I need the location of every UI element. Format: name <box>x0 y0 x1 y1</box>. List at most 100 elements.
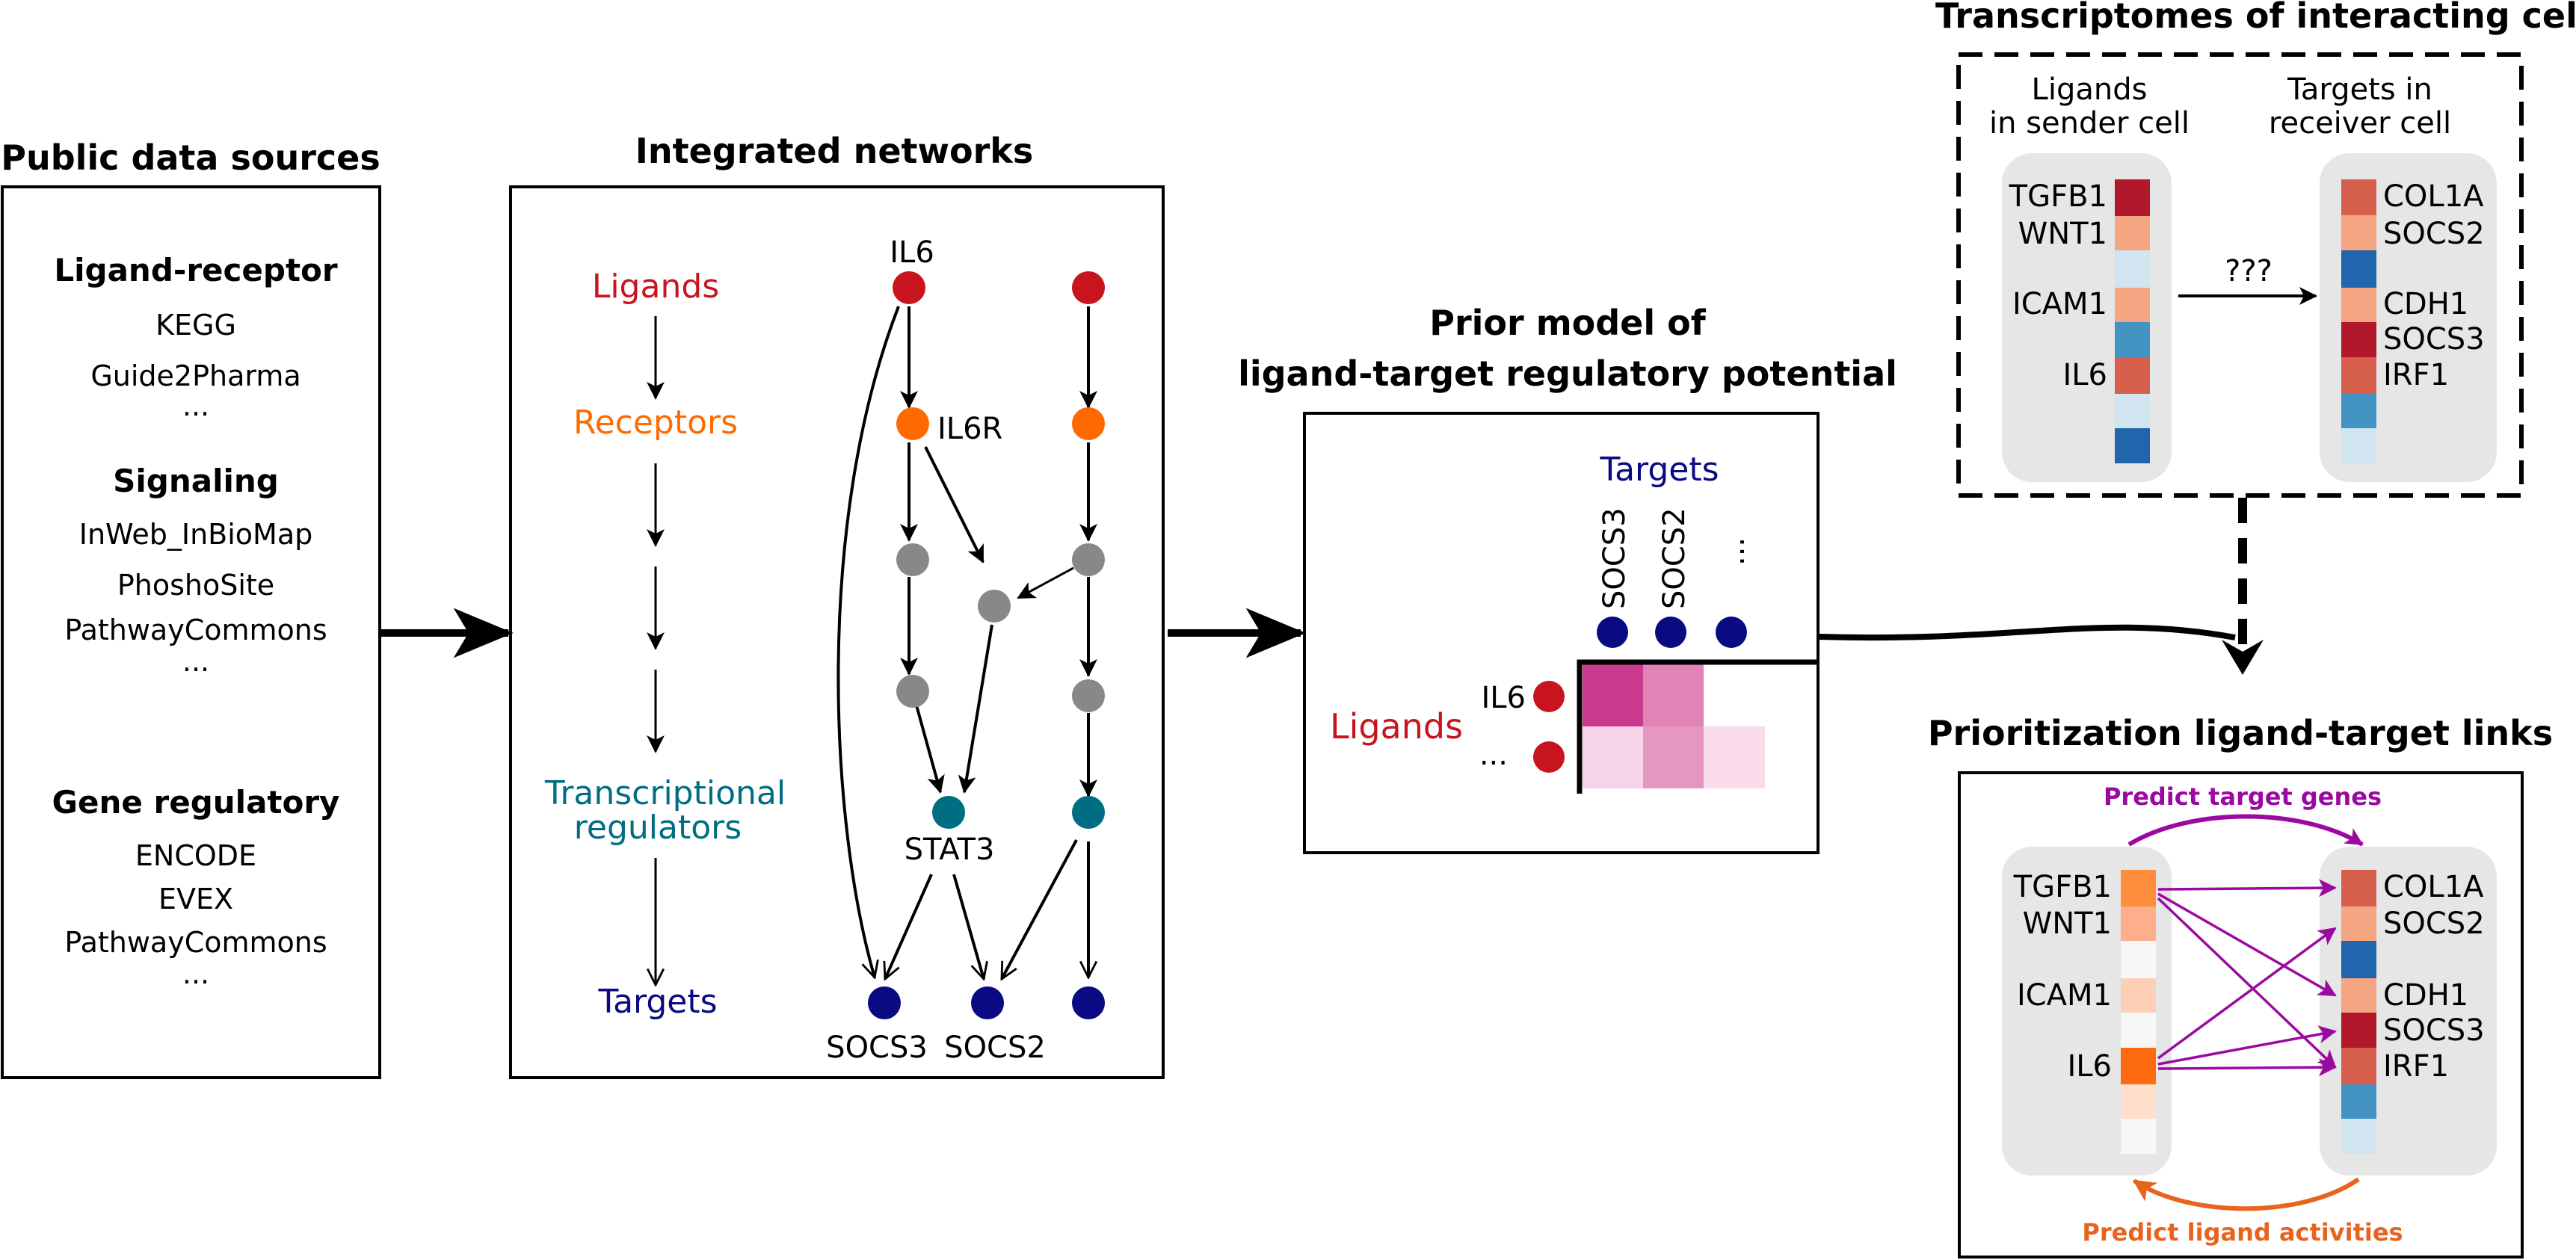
expression-cell <box>2341 1013 2376 1048</box>
prioritization-title: Prioritization ligand-target links <box>1928 713 2553 753</box>
prioritization-box <box>1958 771 2524 1259</box>
expression-cell <box>2341 322 2376 357</box>
expression-cell <box>2341 250 2376 288</box>
expression-cell <box>2341 941 2376 978</box>
node-label-il6r: IL6R <box>937 412 1002 446</box>
ligand-target-link <box>2157 1025 2337 1066</box>
ligand-gene-label: WNT1 <box>2018 217 2107 251</box>
source-item: ENCODE <box>135 839 256 872</box>
prior-row-label-il6: IL6 <box>1481 681 1526 715</box>
expression-cell <box>2341 1048 2376 1084</box>
transcriptomes-panel: Transcriptomes of interacting cells Liga… <box>1935 0 2576 498</box>
node-target-socs3 <box>868 986 901 1019</box>
prior-targets-label: Targets <box>1599 451 1719 489</box>
activity-cell <box>2121 907 2156 941</box>
prior-col-label-more: ... <box>1717 537 1751 566</box>
target-gene-label: CDH1 <box>2383 978 2468 1013</box>
expression-cell <box>2341 1119 2376 1154</box>
network-edge <box>952 874 984 979</box>
target-gene-label: IRF1 <box>2383 358 2449 392</box>
unknown-link-label: ??? <box>2225 254 2273 288</box>
activity-cell <box>2121 978 2156 1013</box>
target-gene-label: SOCS3 <box>2383 322 2485 356</box>
ligand-gene-label: IL6 <box>2067 1049 2112 1084</box>
level-targets: Targets <box>597 983 717 1021</box>
prior-row-label-more: ... <box>1479 738 1508 772</box>
expression-cell <box>2115 216 2150 250</box>
source-item: PathwayCommons <box>64 614 327 646</box>
node-ligand <box>1072 271 1105 304</box>
prior-title-line1: Prior model of <box>1429 303 1707 343</box>
source-group-heading: Signaling <box>113 463 279 499</box>
flow-arrow-prior-to-prioritization <box>1817 624 2236 641</box>
expression-cell <box>2341 978 2376 1013</box>
expression-cell <box>2341 215 2376 250</box>
expression-cell <box>2341 179 2376 215</box>
ligand-gene-label: TGFB1 <box>2013 870 2112 904</box>
ligand-gene-label: TGFB1 <box>2009 179 2107 214</box>
target-gene-label: SOCS2 <box>2383 217 2485 251</box>
node-intermediate <box>896 543 929 576</box>
node-label-il6: IL6 <box>890 235 934 270</box>
predict-targets-label: Predict target genes <box>2104 782 2382 811</box>
prioritization-panel: Prioritization ligand-target links Predi… <box>1928 713 2553 1259</box>
predict-ligands-arrow <box>2132 1177 2360 1211</box>
prior-ligands-label: Ligands <box>1330 706 1463 747</box>
expression-cell <box>2115 357 2150 394</box>
node-ligand-il6 <box>893 271 925 304</box>
activity-cell <box>2121 941 2156 978</box>
network-edge <box>915 705 945 794</box>
target-gene-label: COL1A <box>2383 179 2484 214</box>
node-intermediate <box>978 590 1011 623</box>
node-target-socs2 <box>971 986 1004 1019</box>
expression-cell <box>2341 428 2376 463</box>
expression-cell <box>2115 179 2150 216</box>
ligand-gene-label: WNT1 <box>2023 907 2112 941</box>
ligand-target-link <box>2157 927 2337 1060</box>
prior-col-label-socs2: SOCS2 <box>1657 507 1692 609</box>
prior-target-dot <box>1716 617 1747 648</box>
network-edge <box>924 446 985 563</box>
source-item: Guide2Pharma <box>90 359 301 392</box>
expression-cell <box>2341 288 2376 322</box>
prior-ligand-dot <box>1533 741 1565 773</box>
target-gene-label: SOCS2 <box>2383 907 2485 941</box>
network-edge <box>958 624 993 794</box>
node-intermediate <box>1072 543 1105 576</box>
source-item: PhoshoSite <box>117 569 274 602</box>
source-group-heading: Ligand-receptor <box>54 252 338 288</box>
node-intermediate <box>1072 679 1105 712</box>
source-item: ... <box>182 389 209 422</box>
activity-cell <box>2121 1013 2156 1048</box>
prior-ligand-dot <box>1533 681 1565 712</box>
level-tf-line2: regulators <box>574 809 742 847</box>
prior-heatmap-cell <box>1583 726 1643 788</box>
target-gene-label: IRF1 <box>2383 1049 2449 1084</box>
node-receptor-il6r <box>896 407 929 440</box>
ligand-target-link <box>2157 1058 2337 1077</box>
activity-cell <box>2121 1119 2156 1154</box>
prior-target-dot <box>1597 617 1628 648</box>
node-label-socs2: SOCS2 <box>944 1031 1046 1065</box>
activity-cell <box>2121 1048 2156 1084</box>
sender-caption-line2: in sender cell <box>1989 106 2190 140</box>
prior-model-panel: Prior model of ligand-target regulatory … <box>1238 303 1897 854</box>
network-edge-curved <box>836 306 900 978</box>
expression-cell <box>2115 250 2150 288</box>
networks-title: Integrated networks <box>635 131 1034 171</box>
predict-ligands-label: Predict ligand activities <box>2082 1218 2403 1247</box>
source-item: ... <box>182 957 209 990</box>
sender-caption-line1: Ligands <box>2032 72 2148 107</box>
target-gene-label: COL1A <box>2383 870 2484 904</box>
source-item: PathwayCommons <box>64 926 327 959</box>
node-label-socs3: SOCS3 <box>826 1031 928 1065</box>
target-gene-label: CDH1 <box>2383 287 2468 321</box>
networks-panel: Integrated networks Ligands Receptors Tr… <box>509 131 1165 1079</box>
prior-target-dot <box>1655 617 1686 648</box>
activity-cell <box>2121 870 2156 907</box>
sources-title: Public data sources <box>1 138 380 178</box>
transcriptomes-title: Transcriptomes of interacting cells <box>1935 0 2576 36</box>
networks-box <box>509 185 1165 1079</box>
expression-cell <box>2341 394 2376 428</box>
